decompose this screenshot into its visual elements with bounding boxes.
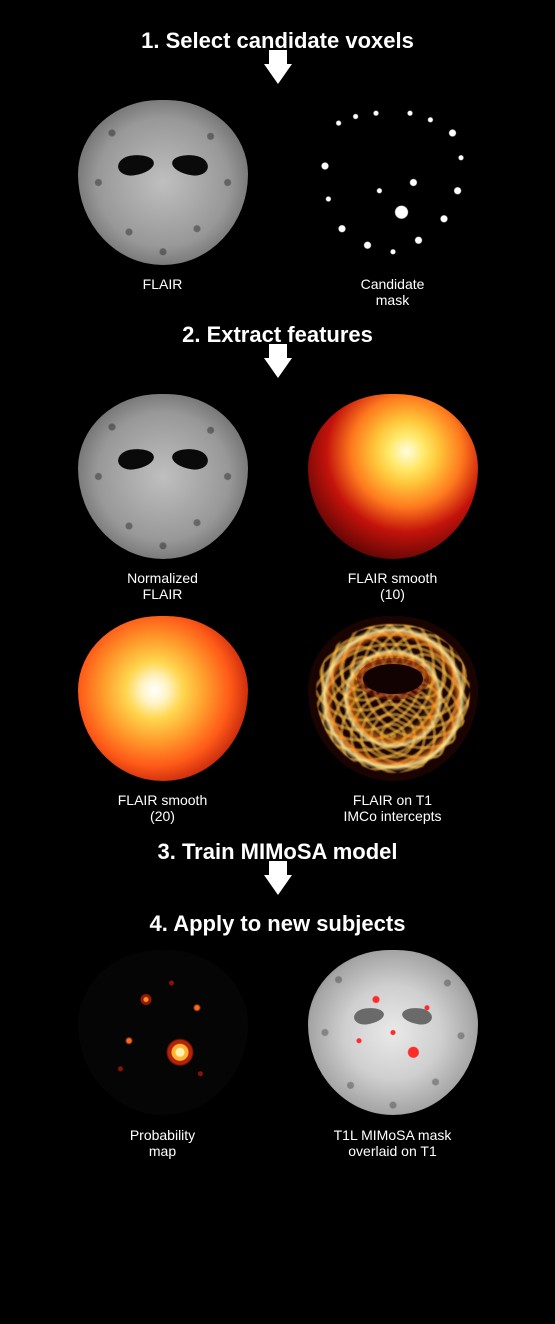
step2-row2: FLAIR smooth(20) FLAIR on T1IMCo interce… [63,608,493,824]
normalized-flair-caption: NormalizedFLAIR [127,570,198,602]
flair-smooth-10-caption: FLAIR smooth(10) [348,570,437,602]
arrow-icon [264,358,292,378]
arrow-icon [264,875,292,895]
step2-row1: NormalizedFLAIR FLAIR smooth(10) [63,386,493,602]
flair-image [63,92,263,272]
flair-smooth-20-caption: FLAIR smooth(20) [118,792,207,824]
flair-smooth-20-image [63,608,263,788]
normalized-flair-image [63,386,263,566]
arrow-icon [264,64,292,84]
flair-caption: FLAIR [143,276,183,292]
probability-map-caption: Probabilitymap [130,1127,195,1159]
candidate-mask-caption: Candidatemask [361,276,425,308]
step4-title: 4. Apply to new subjects [150,911,406,937]
figure-container: 1. Select candidate voxels FLAIR Candida… [0,0,555,1324]
imco-image [293,608,493,788]
imco-caption: FLAIR on T1IMCo intercepts [343,792,441,824]
panel-normalized-flair: NormalizedFLAIR [63,386,263,602]
panel-t1-overlay: T1L MIMoSA maskoverlaid on T1 [293,943,493,1159]
panel-imco-intercepts: FLAIR on T1IMCo intercepts [293,608,493,824]
probability-map-image [63,943,263,1123]
panel-flair-smooth-20: FLAIR smooth(20) [63,608,263,824]
step4-row: Probabilitymap T1L MIMoSA maskoverlaid o… [63,943,493,1159]
flair-smooth-10-image [293,386,493,566]
panel-flair-smooth-10: FLAIR smooth(10) [293,386,493,602]
t1-overlay-image [293,943,493,1123]
step1-row: FLAIR Candidatemask [63,92,493,308]
panel-candidate-mask: Candidatemask [293,92,493,308]
panel-flair: FLAIR [63,92,263,308]
candidate-mask-image [293,92,493,272]
panel-probability-map: Probabilitymap [63,943,263,1159]
t1-overlay-caption: T1L MIMoSA maskoverlaid on T1 [334,1127,452,1159]
